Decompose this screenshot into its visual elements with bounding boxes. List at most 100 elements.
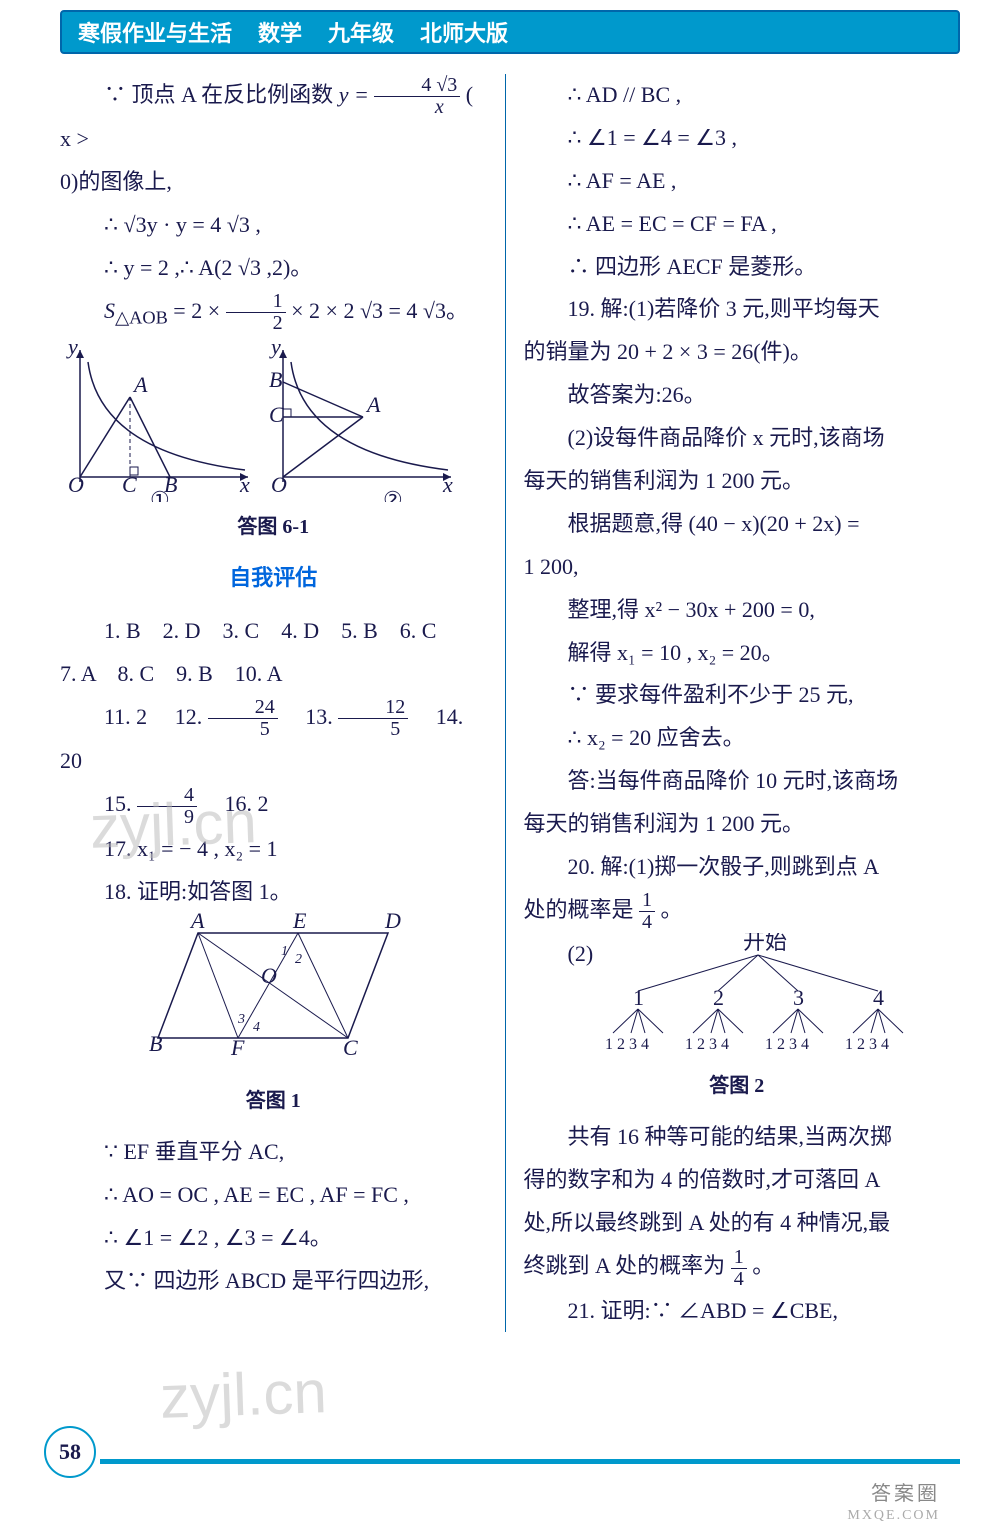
axis-x-label: x [239, 472, 250, 497]
q20-part2: (2) 开始 1 2 3 4 1 2 3 4 1 2 3 4 [524, 933, 951, 1063]
para: 0)的图像上, [60, 161, 487, 204]
figure-1-caption: 答图 1 [60, 1082, 487, 1121]
q17: 17. x₁ = − 4 , x₂ = 1 [60, 828, 487, 871]
proof-line: ∴ AF = AE , [524, 160, 951, 203]
svg-text:1: 1 [633, 985, 644, 1010]
svg-text:A: A [189, 913, 205, 933]
svg-text:O: O [261, 963, 277, 988]
axis-y-label: y [269, 342, 281, 359]
q19-line: 故答案为:26。 [524, 374, 951, 417]
answer-15-label: 15. [104, 791, 137, 816]
svg-text:F: F [230, 1035, 245, 1060]
self-assessment-title: 自我评估 [60, 557, 487, 600]
text: y = [339, 82, 375, 107]
q19-line: 每天的销售利润为 1 200 元。 [524, 803, 951, 846]
q19-line: 根据题意,得 (40 − x)(20 + 2x) = [524, 503, 951, 546]
text: × 2 × 2 √3 = 4 √3。 [291, 298, 468, 323]
answer-16: 16. 2 [225, 791, 269, 816]
svg-text:3: 3 [237, 1012, 245, 1027]
q18: 18. 证明:如答图 1。 [60, 871, 487, 914]
proof-line: ∴ AD // BC , [524, 74, 951, 117]
figure-1: A E D B F C O 1 2 3 4 [60, 913, 487, 1078]
svg-text:C: C [343, 1035, 358, 1060]
q19-line: (2)设每件商品降价 x 元时,该商场 [524, 417, 951, 460]
figure-6-1: y x O A C B ① y x O B [60, 342, 487, 502]
proof-line: ∴ AE = EC = CF = FA , [524, 203, 951, 246]
text: ∵ 顶点 A 在反比例函数 [104, 82, 339, 107]
axis-y-label: y [66, 342, 78, 359]
fraction: 1 2 [226, 291, 286, 334]
svg-text:1 2 3 4: 1 2 3 4 [765, 1036, 809, 1053]
footer-url: MXQE.COM [847, 1508, 940, 1524]
header-title-3: 九年级 [328, 16, 394, 48]
para: ∴ √3y · y = 4 √3 , [60, 204, 487, 247]
q19-line: 每天的销售利润为 1 200 元。 [524, 460, 951, 503]
svg-text:1 2 3 4: 1 2 3 4 [845, 1036, 889, 1053]
graph-1-svg: y x O A C B ① [60, 342, 255, 502]
footer-stripe [100, 1436, 960, 1464]
svg-text:3: 3 [793, 985, 804, 1010]
diagram-1-svg: A E D B F C O 1 2 3 4 [143, 913, 403, 1063]
q20-line: 处,所以最终跳到 A 处的有 4 种情况,最 [524, 1202, 951, 1245]
watermark-2: zyjl.cn [159, 1357, 328, 1432]
text: 。 [752, 1253, 774, 1278]
para: ∴ y = 2 ,∴ A(2 √3 ,2)。 [60, 247, 487, 290]
proof-line: 又∵ 四边形 ABCD 是平行四边形, [60, 1260, 487, 1303]
header-bar: 寒假作业与生活 数学 九年级 北师大版 [60, 10, 960, 54]
answer-15-frac: 49 [137, 785, 197, 828]
answer-12-label: 12. [175, 704, 208, 729]
q20-line: 20. 解:(1)掷一次骰子,则跳到点 A [524, 846, 951, 889]
svg-text:D: D [384, 913, 401, 933]
content-area: ∵ 顶点 A 在反比例函数 y = 4 √3 x ( x > 0)的图像上, ∴… [0, 64, 1000, 1342]
svg-text:B: B [149, 1031, 162, 1056]
fraction: 4 √3 x [374, 75, 460, 118]
answer-13-label: 13. [305, 704, 338, 729]
q21-line: 21. 证明:∵ ∠ABD = ∠CBE, [524, 1290, 951, 1333]
proof-line: ∴ ∠1 = ∠4 = ∠3 , [524, 117, 951, 160]
q20-2-label: (2) [524, 933, 594, 976]
axis-x-label: x [442, 472, 453, 497]
svg-text:2: 2 [295, 952, 302, 967]
subscript: △AOB [115, 307, 168, 327]
graph-2-svg: y x O B C A ② [263, 342, 458, 502]
q19-line: 答:当每件商品降价 10 元时,该商场 [524, 760, 951, 803]
q19-line: ∴ x₂ = 20 应舍去。 [524, 717, 951, 760]
subfigure-2-label: ② [383, 487, 403, 502]
q19-line: ∵ 要求每件盈利不少于 25 元, [524, 674, 951, 717]
text: 终跳到 A 处的概率为 [524, 1253, 726, 1278]
mc-answers-1: 1. B 2. D 3. C 4. D 5. B 6. C [60, 610, 487, 653]
answer-11: 11. 2 [104, 704, 147, 729]
proof-line: ∴ 四边形 AECF 是菱形。 [524, 246, 951, 289]
para: S△AOB = 2 × 1 2 × 2 × 2 √3 = 4 √3。 [60, 290, 487, 336]
mc-answers-2: 7. A 8. C 9. B 10. A [60, 653, 487, 696]
footer-brand: 答案圈 [871, 1477, 940, 1506]
text: = 2 × [173, 298, 225, 323]
header-title-2: 数学 [258, 16, 302, 48]
left-column: ∵ 顶点 A 在反比例函数 y = 4 √3 x ( x > 0)的图像上, ∴… [60, 74, 506, 1332]
proof-line: ∵ EF 垂直平分 AC, [60, 1131, 487, 1174]
denominator: 2 [226, 313, 286, 334]
tree-root: 开始 [743, 933, 787, 954]
fill-blank-row2: 15. 49 16. 2 [60, 783, 487, 827]
point-b-label: B [269, 367, 282, 392]
q20-line: 共有 16 种等可能的结果,当两次掷 [524, 1116, 951, 1159]
point-a-label: A [365, 392, 381, 417]
q19-line: 解得 x₁ = 10 , x₂ = 20。 [524, 632, 951, 675]
q20-line: 得的数字和为 4 的倍数时,才可落回 A [524, 1159, 951, 1202]
text: 。 [661, 897, 683, 922]
svg-text:1: 1 [281, 944, 288, 959]
point-c-label: C [269, 402, 284, 427]
origin-label: O [68, 472, 84, 497]
proof-line: ∴ ∠1 = ∠2 , ∠3 = ∠4。 [60, 1217, 487, 1260]
answer-13-frac: 125 [338, 697, 408, 740]
svg-text:4: 4 [253, 1020, 260, 1035]
figure-6-1-caption: 答图 6-1 [60, 508, 487, 547]
numerator: 4 √3 [374, 75, 460, 97]
text: 处的概率是 [524, 897, 634, 922]
q19-line: 整理,得 x² − 30x + 200 = 0, [524, 589, 951, 632]
header-title-4: 北师大版 [420, 16, 508, 48]
proof-line: ∴ AO = OC , AE = EC , AF = FC , [60, 1174, 487, 1217]
page-number: 58 [44, 1426, 96, 1478]
point-a-label: A [132, 372, 148, 397]
text: S [104, 298, 115, 323]
